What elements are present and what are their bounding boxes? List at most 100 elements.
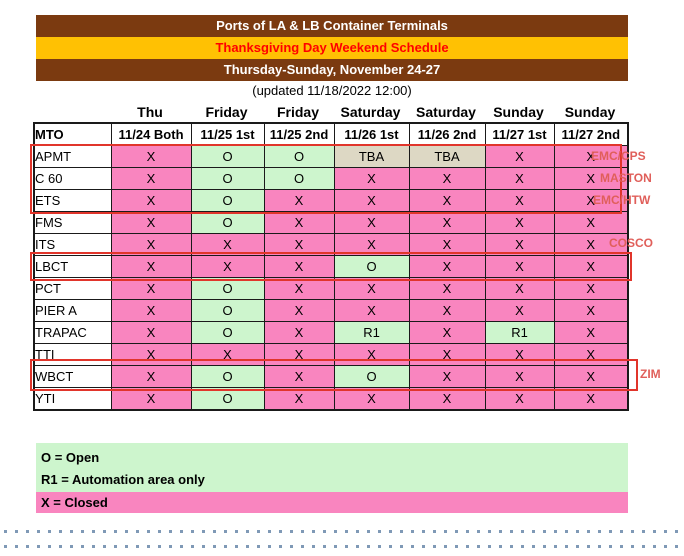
column-header: 11/25 2nd xyxy=(263,122,335,146)
status-cell: X xyxy=(408,387,486,411)
column-header: 11/27 1st xyxy=(484,122,555,146)
status-cell: X xyxy=(408,167,486,190)
status-cell: X xyxy=(408,233,486,256)
status-cell: O xyxy=(190,321,265,344)
highlight-box-lbct xyxy=(30,252,632,281)
status-cell: R1 xyxy=(333,321,410,344)
status-cell: X xyxy=(333,387,410,411)
highlight-box-apmt-c60-ets xyxy=(30,144,622,214)
mto-label: TRAPAC xyxy=(33,321,112,344)
column-header: 11/26 1st xyxy=(333,122,410,146)
column-header: 11/27 2nd xyxy=(553,122,629,146)
status-cell: X xyxy=(408,189,486,212)
status-cell: X xyxy=(110,233,192,256)
day-label: Friday xyxy=(205,104,248,120)
status-cell: R1 xyxy=(484,321,555,344)
status-cell: X xyxy=(553,189,629,212)
status-cell: O xyxy=(190,365,265,388)
mto-label: FMS xyxy=(33,211,112,234)
schedule-table-body: APMT X O O TBA TBA X X C 60 X O O X X X X ETS X O X X X X X FMS X… xyxy=(33,145,629,411)
column-header: MTO xyxy=(33,122,112,146)
status-cell: X xyxy=(110,145,192,168)
table-row: WBCT X O X O X X X xyxy=(33,365,629,388)
mto-label: APMT xyxy=(33,145,112,168)
status-cell: X xyxy=(553,365,629,388)
status-cell: X xyxy=(190,233,265,256)
status-cell: O xyxy=(263,167,335,190)
status-cell: X xyxy=(484,255,555,278)
updated-timestamp: (updated 11/18/2022 12:00) xyxy=(252,83,412,98)
table-row: ETS X O X X X X X xyxy=(33,189,629,212)
day-label: Sunday xyxy=(564,104,616,120)
legend-open-block: O = Open R1 = Automation area only xyxy=(36,443,628,492)
status-cell: X xyxy=(333,299,410,322)
table-row: PCT X O X X X X X xyxy=(33,277,629,300)
status-cell: X xyxy=(553,211,629,234)
column-header: 11/26 2nd xyxy=(408,122,486,146)
status-cell: X xyxy=(553,387,629,411)
mto-label: ETS xyxy=(33,189,112,212)
status-cell: X xyxy=(263,365,335,388)
status-cell: X xyxy=(263,321,335,344)
status-cell: X xyxy=(484,145,555,168)
column-header: 11/24 Both xyxy=(110,122,192,146)
mto-label: YTI xyxy=(33,387,112,411)
status-cell: TBA xyxy=(408,145,486,168)
status-cell: O xyxy=(190,145,265,168)
legend-r1-line: R1 = Automation area only xyxy=(41,472,205,487)
column-header: 11/25 1st xyxy=(190,122,265,146)
status-cell: X xyxy=(333,189,410,212)
day-header-row: Thu Friday Friday Saturday Saturday Sunday Sun… xyxy=(33,103,627,121)
status-cell: X xyxy=(333,211,410,234)
status-cell: X xyxy=(263,387,335,411)
day-label-empty xyxy=(33,103,110,121)
schedule-table: MTO 11/24 Both 11/25 1st 11/25 2nd 11/26 1st… xyxy=(33,122,629,411)
mto-label: LBCT xyxy=(33,255,112,278)
status-cell: X xyxy=(333,233,410,256)
status-cell: X xyxy=(190,255,265,278)
status-cell: O xyxy=(263,145,335,168)
legend-closed-block: X = Closed xyxy=(36,492,628,513)
carrier-annotation: EMC/HTW xyxy=(593,193,651,207)
page-title: Ports of LA & LB Container Terminals xyxy=(36,15,628,37)
dotted-divider-bottom xyxy=(4,545,680,548)
date-range-banner: Thursday-Sunday, November 24-27 xyxy=(36,59,628,81)
status-cell: X xyxy=(553,321,629,344)
table-row: TRAPAC X O X R1 X R1 X xyxy=(33,321,629,344)
status-cell: X xyxy=(110,211,192,234)
status-cell: TBA xyxy=(333,145,410,168)
legend-open-line: O = Open xyxy=(41,450,100,465)
status-cell: X xyxy=(333,277,410,300)
status-cell: X xyxy=(484,365,555,388)
status-cell: X xyxy=(263,233,335,256)
mto-label: PIER A xyxy=(33,299,112,322)
day-label: Sunday xyxy=(493,104,544,120)
status-cell: X xyxy=(408,277,486,300)
status-cell: X xyxy=(408,321,486,344)
mto-label: WBCT xyxy=(33,365,112,388)
status-cell: O xyxy=(190,189,265,212)
status-cell: X xyxy=(484,299,555,322)
table-row: APMT X O O TBA TBA X X xyxy=(33,145,629,168)
status-cell: X xyxy=(484,277,555,300)
status-cell: X xyxy=(553,233,629,256)
status-cell: X xyxy=(263,211,335,234)
status-cell: X xyxy=(484,167,555,190)
column-header-row: MTO 11/24 Both 11/25 1st 11/25 2nd 11/26 1st… xyxy=(33,122,629,146)
status-cell: X xyxy=(263,299,335,322)
status-cell: X xyxy=(408,299,486,322)
highlight-box-wbct xyxy=(30,359,638,391)
status-cell: X xyxy=(110,299,192,322)
status-cell: X xyxy=(484,211,555,234)
status-cell: O xyxy=(333,365,410,388)
day-label: Saturday xyxy=(340,104,401,120)
status-cell: X xyxy=(553,255,629,278)
status-cell: X xyxy=(110,387,192,411)
status-cell: X xyxy=(408,211,486,234)
page-subtitle: Thanksgiving Day Weekend Schedule xyxy=(36,37,628,59)
status-cell: X xyxy=(110,321,192,344)
status-cell: X xyxy=(263,189,335,212)
status-cell: O xyxy=(190,277,265,300)
table-row: ITS X X X X X X X xyxy=(33,233,629,256)
